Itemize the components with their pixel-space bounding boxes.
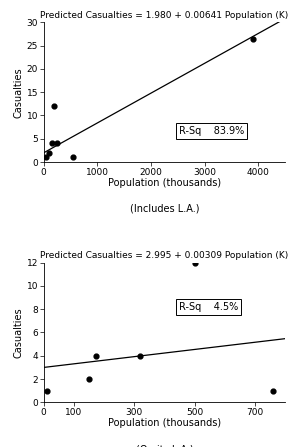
Point <box>192 259 197 266</box>
Y-axis label: Casualties: Casualties <box>14 307 24 358</box>
Text: (Omits L.A.): (Omits L.A.) <box>136 444 193 447</box>
Point <box>44 387 49 394</box>
X-axis label: Population (thousands): Population (thousands) <box>108 178 221 188</box>
X-axis label: Population (thousands): Population (thousands) <box>108 418 221 428</box>
Point <box>52 103 57 110</box>
Y-axis label: Casualties: Casualties <box>14 67 24 118</box>
Point <box>44 154 49 161</box>
Point <box>49 140 54 147</box>
Point <box>271 387 275 394</box>
Text: (Includes L.A.): (Includes L.A.) <box>130 204 199 214</box>
Point <box>55 140 59 147</box>
Title: Predicted Casualties = 1.980 + 0.00641 Population (K): Predicted Casualties = 1.980 + 0.00641 P… <box>40 11 289 20</box>
Point <box>251 35 255 42</box>
Point <box>94 352 99 359</box>
Point <box>138 352 143 359</box>
Text: R-Sq    83.9%: R-Sq 83.9% <box>179 127 244 136</box>
Point <box>87 375 91 383</box>
Point <box>47 149 51 156</box>
Point <box>71 154 75 161</box>
Title: Predicted Casualties = 2.995 + 0.00309 Population (K): Predicted Casualties = 2.995 + 0.00309 P… <box>40 252 289 261</box>
Text: R-Sq    4.5%: R-Sq 4.5% <box>179 302 238 312</box>
